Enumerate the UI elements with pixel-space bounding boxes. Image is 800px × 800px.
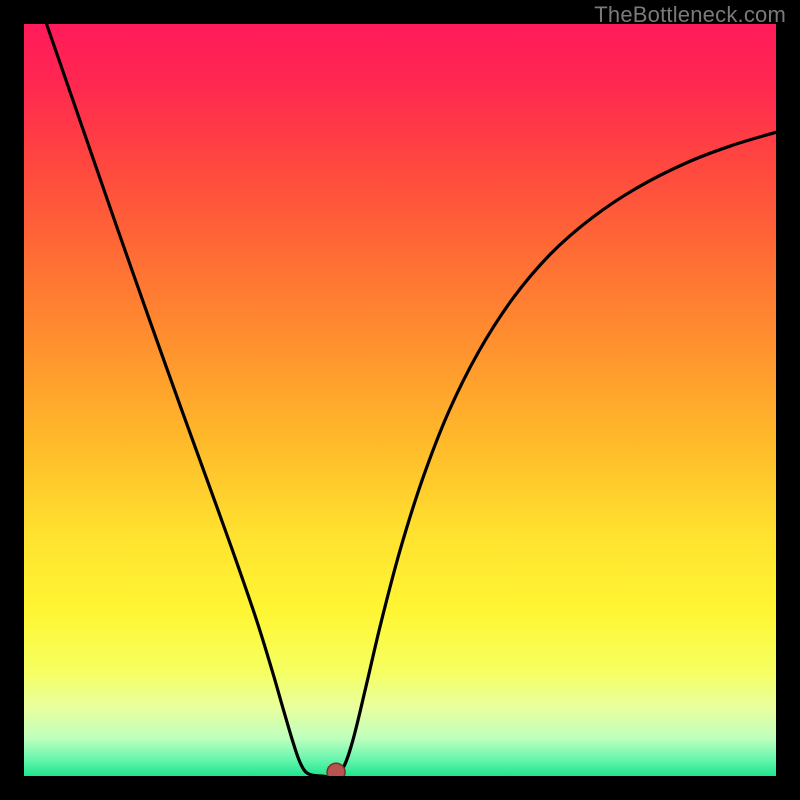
chart-frame: TheBottleneck.com (0, 0, 800, 800)
plot-area (24, 24, 776, 776)
min-marker (327, 763, 345, 776)
curve-layer (24, 24, 776, 776)
watermark-text: TheBottleneck.com (594, 2, 786, 28)
bottleneck-curve (47, 24, 776, 776)
